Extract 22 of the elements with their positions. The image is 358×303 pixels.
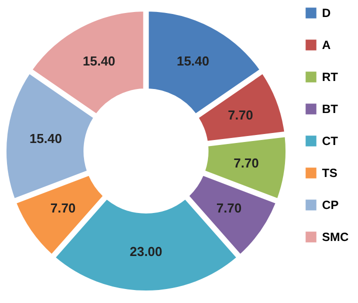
legend-label: CP bbox=[322, 198, 339, 212]
data-label: 7.70 bbox=[50, 200, 76, 216]
legend-label: A bbox=[322, 38, 331, 52]
donut-slice bbox=[188, 174, 276, 255]
legend-label: D bbox=[322, 6, 331, 20]
legend-label: RT bbox=[322, 70, 339, 84]
data-label: 23.00 bbox=[130, 244, 162, 259]
donut-slice bbox=[6, 72, 94, 200]
data-label: 7.70 bbox=[216, 200, 242, 216]
data-label: 15.40 bbox=[82, 54, 116, 69]
legend-label: SMC bbox=[322, 230, 349, 244]
data-label: 7.70 bbox=[234, 155, 259, 170]
data-label: 15.40 bbox=[29, 130, 62, 146]
legend-label: BT bbox=[322, 102, 339, 116]
donut-slice bbox=[198, 72, 286, 142]
donut-slice bbox=[204, 136, 286, 200]
donut-slice bbox=[16, 174, 104, 255]
legend-label: CT bbox=[322, 134, 339, 148]
data-label: 15.40 bbox=[176, 54, 210, 69]
donut-slice bbox=[32, 10, 144, 114]
data-label: 7.70 bbox=[228, 107, 254, 122]
legend-label: TS bbox=[322, 166, 338, 180]
